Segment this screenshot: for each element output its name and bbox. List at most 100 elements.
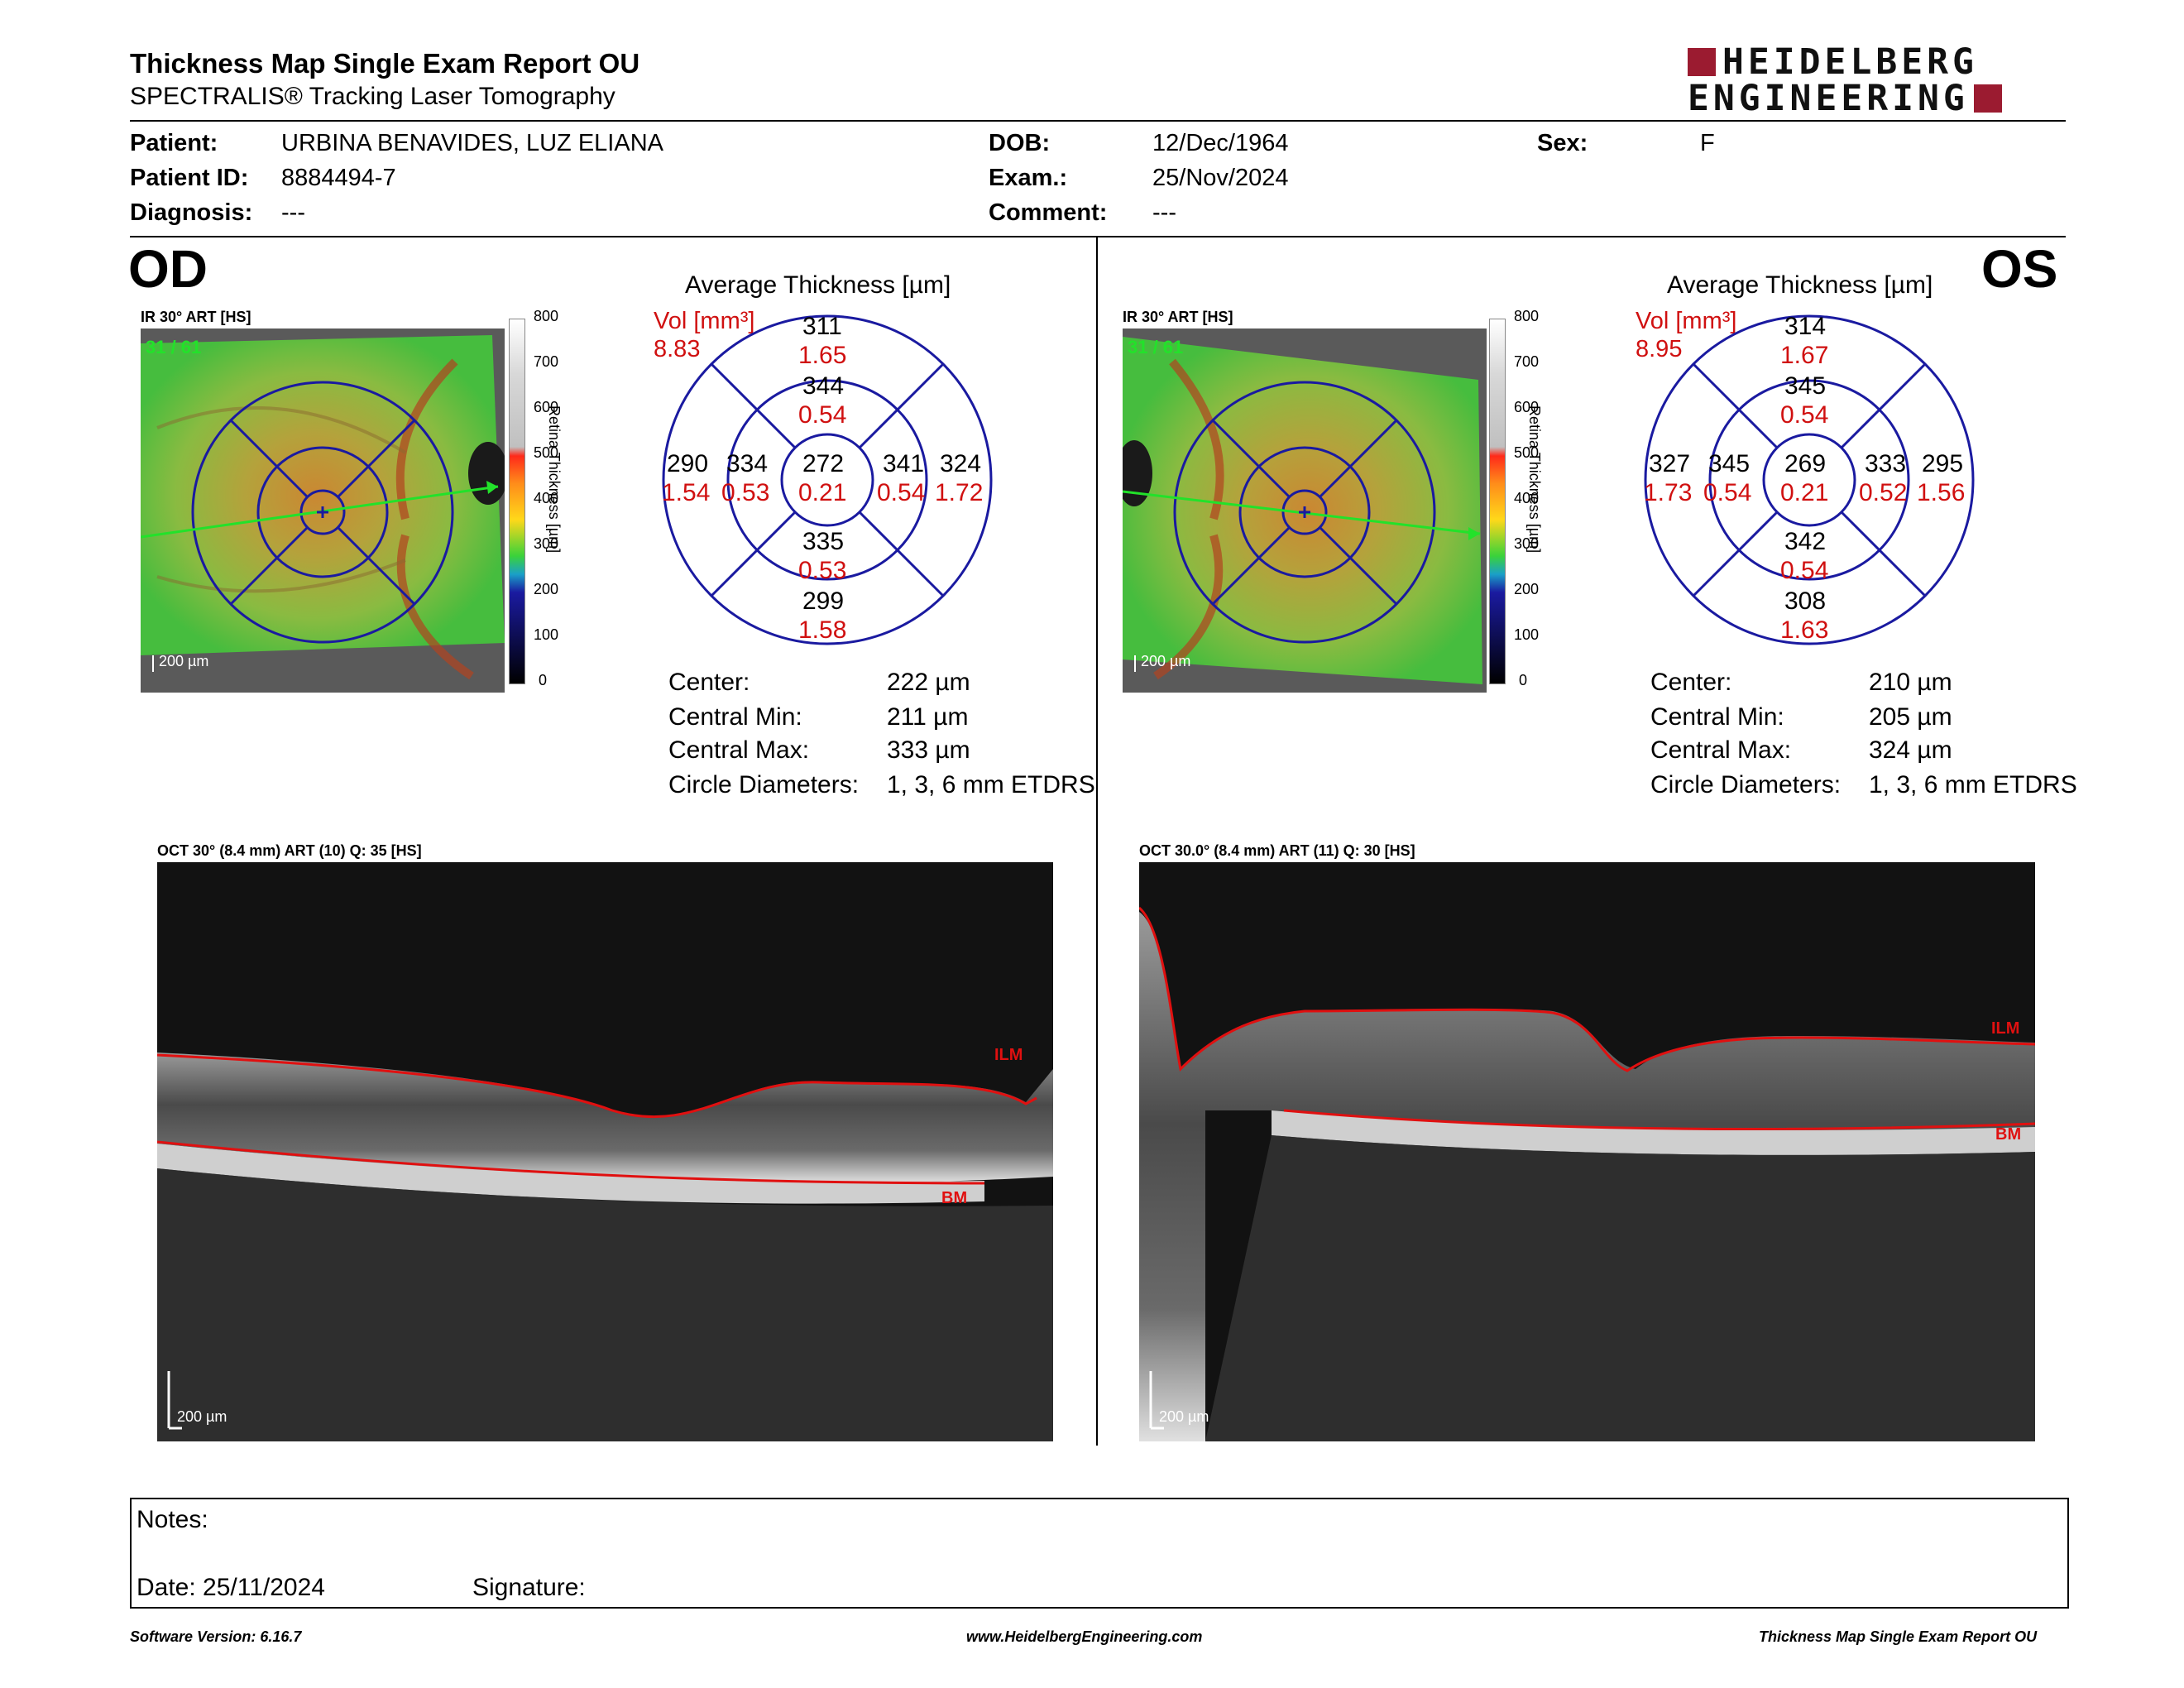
os-oct-scalebar: 200 µm	[1159, 1408, 1209, 1425]
info-divider	[130, 236, 2066, 237]
exam-value: 25/Nov/2024	[1152, 165, 1289, 191]
comment-label: Comment:	[989, 199, 1108, 226]
os-chart-title: Average Thickness [µm]	[1667, 271, 1933, 299]
os-colorbar-title: Retina Thickness [µm]	[1526, 405, 1543, 554]
os-inner-right-thickness: 333	[1865, 450, 1907, 477]
os-stat-label: Central Max:	[1650, 736, 1792, 764]
od-inner-left-thickness: 334	[726, 450, 769, 477]
os-outer-right-volume: 1.56	[1917, 479, 1966, 506]
eye-divider	[1096, 237, 1098, 1446]
od-outer-superior-thickness: 311	[802, 313, 842, 340]
od-center-thickness: 272	[802, 450, 845, 477]
os-ilm-label: ILM	[1991, 1019, 2020, 1038]
diagnosis-label: Diagnosis:	[130, 199, 253, 226]
sex-label: Sex:	[1537, 130, 1588, 156]
od-outer-superior-volume: 1.65	[798, 342, 847, 369]
report-subtitle: SPECTRALIS® Tracking Laser Tomography	[130, 83, 615, 110]
od-stat-value: 333 µm	[887, 736, 970, 764]
os-outer-left-volume: 1.73	[1644, 479, 1693, 506]
od-scalebar-line	[152, 655, 154, 672]
logo-word-1: HEIDELBERG	[1722, 41, 1978, 83]
os-scalebar-line	[1134, 655, 1136, 672]
od-inner-left-volume: 0.53	[721, 479, 770, 506]
os-stat-label: Central Min:	[1650, 703, 1784, 731]
od-inner-superior-volume: 0.54	[798, 401, 847, 429]
od-vol-label: Vol [mm³]	[654, 308, 755, 334]
od-stat-label: Central Max:	[668, 736, 810, 764]
os-etdrs-chart	[1644, 314, 1975, 645]
os-inner-superior-volume: 0.54	[1780, 401, 1829, 429]
od-outer-left-volume: 1.54	[662, 479, 711, 506]
os-colorbar-ticks: 800 700 600 500 400 300 200 100 0	[1514, 308, 1540, 688]
dob-label: DOB:	[989, 130, 1051, 156]
od-outer-left-thickness: 290	[667, 450, 709, 477]
od-inner-superior-thickness: 344	[802, 372, 845, 400]
od-ilm-label: ILM	[994, 1046, 1023, 1064]
os-outer-inferior-thickness: 308	[1784, 587, 1827, 615]
patient-id: 8884494-7	[281, 165, 396, 191]
notes-label: Notes:	[136, 1506, 208, 1533]
os-outer-superior-thickness: 314	[1784, 313, 1827, 340]
od-colorbar-ticks: 800 700 600 500 400 300 200 100 0	[534, 308, 559, 688]
od-outer-inferior-thickness: 299	[802, 587, 845, 615]
os-inner-inferior-thickness: 342	[1784, 528, 1827, 555]
od-eye-label: OD	[128, 239, 208, 299]
website-link[interactable]: www.HeidelbergEngineering.com	[966, 1628, 1203, 1645]
comment-value: ---	[1152, 199, 1176, 226]
od-stat-label: Central Min:	[668, 703, 802, 731]
od-inner-right-volume: 0.54	[877, 479, 926, 506]
od-bm-label: BM	[941, 1189, 968, 1207]
exam-label: Exam.:	[989, 165, 1068, 191]
patient-id-label: Patient ID:	[130, 165, 249, 191]
os-oct-bscan: ILM BM 200 µm	[1139, 862, 2035, 1441]
os-outer-inferior-volume: 1.63	[1780, 616, 1829, 644]
os-center-thickness: 269	[1784, 450, 1827, 477]
od-inner-right-thickness: 341	[883, 450, 925, 477]
patient-label: Patient:	[130, 130, 218, 156]
od-outer-right-volume: 1.72	[935, 479, 984, 506]
od-stat-value: 211 µm	[887, 703, 969, 731]
os-outer-superior-volume: 1.67	[1780, 342, 1829, 369]
os-outer-left-thickness: 327	[1649, 450, 1691, 477]
os-fundus-image: 31 / 61 200 µm	[1123, 328, 1487, 693]
od-stat-value: 222 µm	[887, 669, 970, 696]
od-center-volume: 0.21	[798, 479, 847, 506]
os-frame-count: 31 / 61	[1128, 337, 1184, 357]
od-stat-label: Center:	[668, 669, 750, 696]
os-inner-superior-thickness: 345	[1784, 372, 1827, 400]
os-inner-right-volume: 0.52	[1859, 479, 1908, 506]
report-title: Thickness Map Single Exam Report OU	[130, 48, 640, 79]
od-chart-title: Average Thickness [µm]	[685, 271, 951, 299]
od-outer-right-thickness: 324	[940, 450, 982, 477]
od-colorbar-title: Retina Thickness [µm]	[546, 405, 563, 554]
od-inner-inferior-volume: 0.53	[798, 557, 847, 584]
signature-label: Signature:	[472, 1574, 586, 1601]
od-fundus-label: IR 30° ART [HS]	[141, 309, 251, 325]
heidelberg-logo: HEIDELBERG ENGINEERING	[1688, 41, 2068, 119]
os-inner-inferior-volume: 0.54	[1780, 557, 1829, 584]
os-stat-value: 205 µm	[1869, 703, 1952, 731]
os-oct-label: OCT 30.0° (8.4 mm) ART (11) Q: 30 [HS]	[1139, 842, 1415, 859]
od-inner-inferior-thickness: 335	[802, 528, 845, 555]
software-version: Software Version: 6.16.7	[130, 1628, 302, 1645]
patient-name: URBINA BENAVIDES, LUZ ELIANA	[281, 130, 663, 156]
os-stat-label: Center:	[1650, 669, 1732, 696]
os-inner-left-volume: 0.54	[1703, 479, 1752, 506]
os-center-volume: 0.21	[1780, 479, 1829, 506]
os-stat-value: 324 µm	[1869, 736, 1952, 764]
od-oct-scalebar: 200 µm	[177, 1408, 228, 1425]
logo-word-2: ENGINEERING	[1688, 78, 1969, 119]
od-fundus-image: 31 / 61 200 µm	[141, 328, 505, 693]
sex-value: F	[1700, 130, 1715, 156]
od-oct-bscan: ILM BM 200 µm	[157, 862, 1053, 1441]
os-outer-right-thickness: 295	[1922, 450, 1964, 477]
dob-value: 12/Dec/1964	[1152, 130, 1289, 156]
os-thickness-colorbar	[1489, 319, 1506, 684]
os-vol-value: 8.95	[1636, 336, 1683, 362]
logo-square-icon	[1688, 48, 1716, 76]
od-stat-value: 1, 3, 6 mm ETDRS	[887, 771, 1095, 798]
os-inner-left-thickness: 345	[1708, 450, 1751, 477]
os-etdrs-grid-overlay	[1123, 381, 1481, 644]
od-stat-label: Circle Diameters:	[668, 771, 860, 798]
os-vol-label: Vol [mm³]	[1636, 308, 1737, 334]
